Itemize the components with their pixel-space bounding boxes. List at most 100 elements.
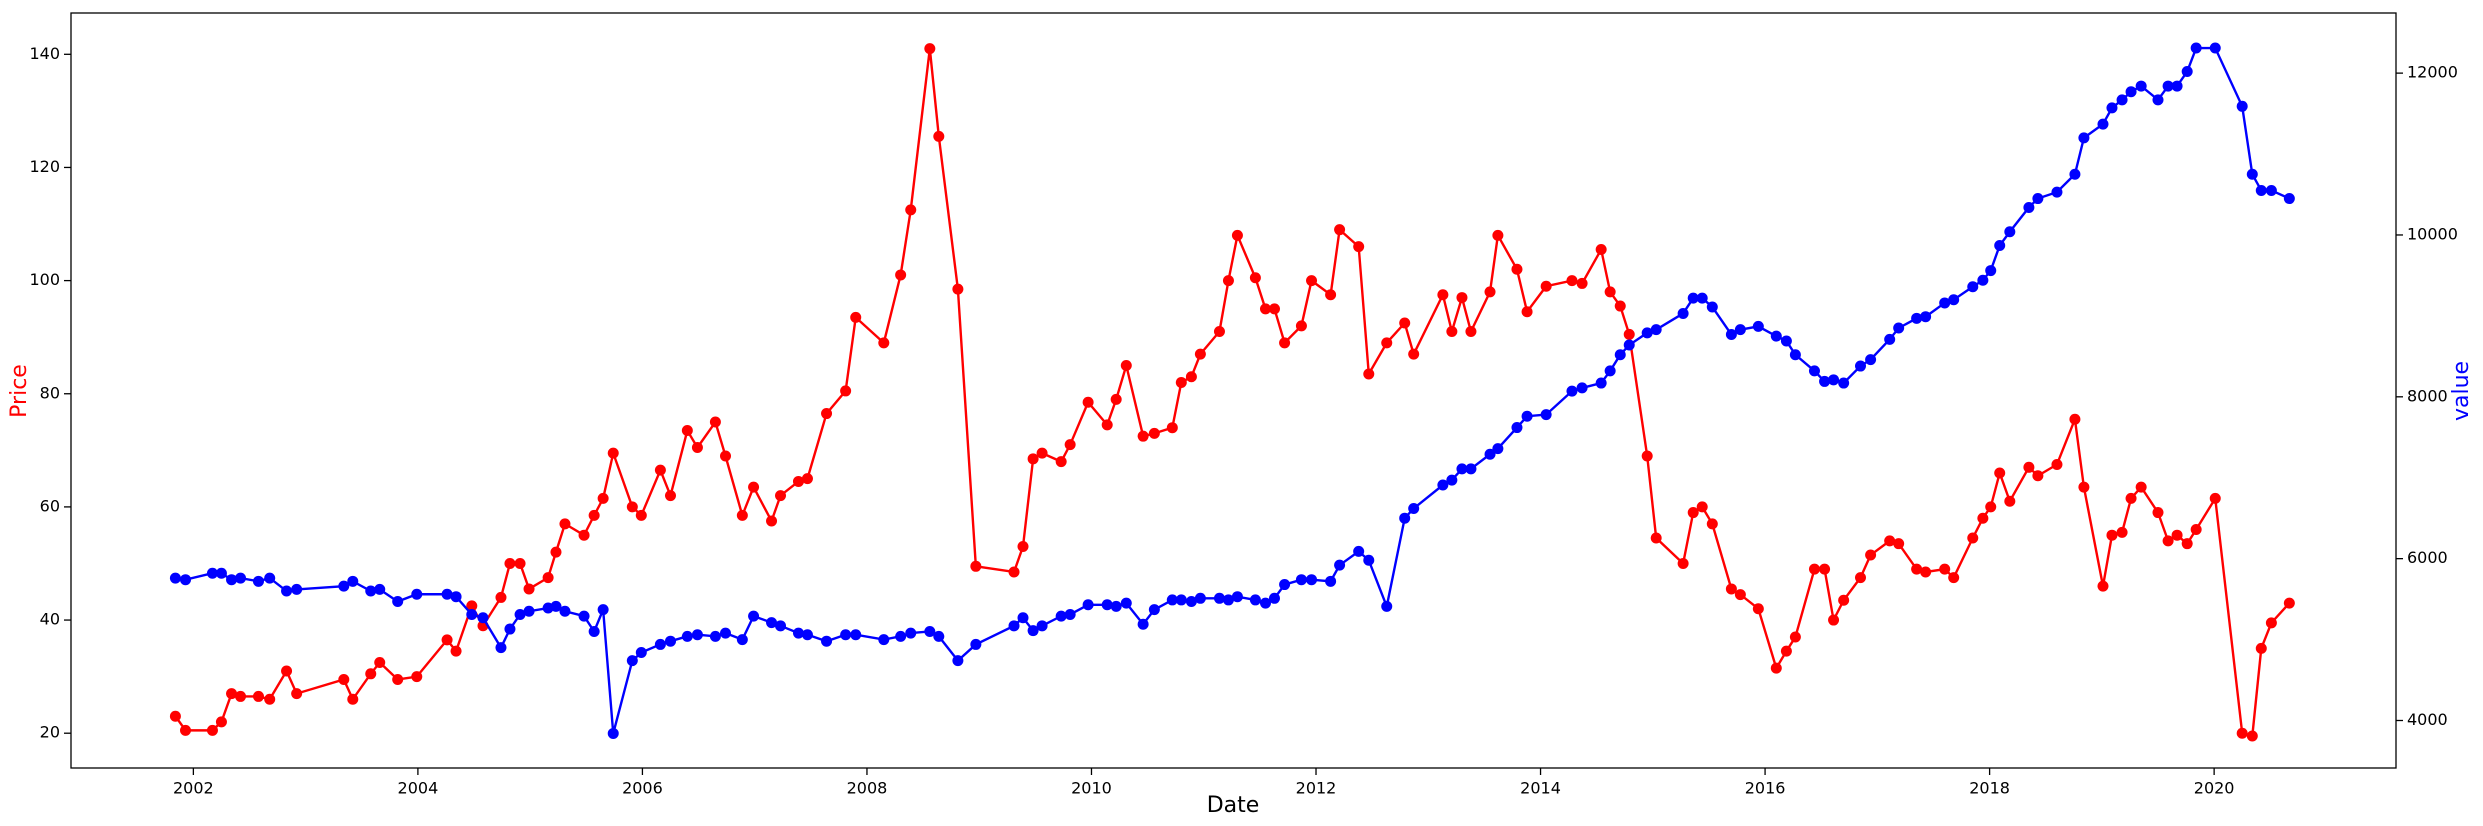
data-point: [691, 629, 703, 641]
data-point: [597, 492, 609, 504]
data-point: [840, 385, 852, 397]
data-point: [709, 416, 721, 428]
data-point: [792, 475, 804, 487]
data-point: [1222, 275, 1234, 287]
data-point: [1985, 501, 1997, 513]
data-point: [766, 617, 778, 629]
data-point: [2004, 226, 2016, 238]
data-point: [1828, 614, 1840, 626]
data-point: [578, 610, 590, 622]
data-point: [2135, 481, 2147, 493]
data-point: [1677, 557, 1689, 569]
data-point: [441, 634, 453, 646]
data-point: [169, 710, 181, 722]
data-point: [1399, 512, 1411, 524]
data-point: [1148, 427, 1160, 439]
data-point: [1780, 335, 1792, 347]
data-point: [1279, 337, 1291, 349]
data-point: [2106, 102, 2118, 114]
data-point: [2116, 94, 2128, 106]
data-point: [2097, 580, 2109, 592]
data-point: [1770, 330, 1782, 342]
data-point: [691, 441, 703, 453]
data-point: [1752, 320, 1764, 332]
data-point: [607, 727, 619, 739]
data-point: [850, 629, 862, 641]
data-point: [523, 583, 535, 595]
data-point: [291, 688, 303, 700]
data-point: [626, 655, 638, 667]
data-point: [2051, 458, 2063, 470]
data-point: [1492, 229, 1504, 241]
data-point: [1222, 594, 1234, 606]
data-point: [1893, 322, 1905, 334]
data-point: [1677, 307, 1689, 319]
data-point: [1920, 566, 1932, 578]
data-point: [1521, 410, 1533, 422]
data-point: [1752, 603, 1764, 615]
data-point: [2190, 42, 2202, 54]
data-point: [1985, 265, 1997, 277]
y-tick-label: 20: [40, 723, 60, 742]
y-tick-label: 140: [29, 44, 60, 63]
data-point: [2069, 168, 2081, 180]
y2-tick-label: 12000: [2407, 63, 2458, 82]
data-point: [681, 425, 693, 437]
data-point: [1306, 275, 1318, 287]
data-point: [2162, 535, 2174, 547]
data-point: [2023, 461, 2035, 473]
data-point: [1865, 354, 1877, 366]
y2-tick-label: 8000: [2407, 386, 2448, 405]
data-point: [1808, 563, 1820, 575]
data-point: [1819, 375, 1831, 387]
data-point: [1725, 329, 1737, 341]
data-point: [1213, 326, 1225, 338]
data-point: [635, 647, 647, 659]
data-point: [1696, 292, 1708, 304]
data-point: [1854, 572, 1866, 584]
data-point: [1614, 300, 1626, 312]
data-point: [1521, 306, 1533, 318]
data-point: [1819, 563, 1831, 575]
data-point: [736, 634, 748, 646]
data-point: [1381, 337, 1393, 349]
data-point: [626, 501, 638, 513]
data-point: [1540, 280, 1552, 292]
data-point: [588, 509, 600, 521]
data-point: [1595, 377, 1607, 389]
data-point: [392, 673, 404, 685]
data-point: [748, 481, 760, 493]
data-point: [952, 655, 964, 667]
data-point: [1576, 277, 1588, 289]
data-point: [878, 634, 890, 646]
data-point: [635, 509, 647, 521]
data-point: [550, 600, 562, 612]
data-point: [1595, 243, 1607, 255]
data-point: [1408, 348, 1420, 360]
data-point: [1641, 327, 1653, 339]
data-point: [504, 623, 516, 635]
data-point: [206, 567, 218, 579]
data-point: [215, 716, 227, 728]
data-point: [1511, 263, 1523, 275]
data-point: [1484, 448, 1496, 460]
data-point: [1259, 597, 1271, 609]
data-point: [878, 337, 890, 349]
data-point: [2097, 118, 2109, 130]
data-point: [2125, 86, 2137, 98]
data-point: [2078, 481, 2090, 493]
x-tick-label: 2004: [398, 779, 439, 798]
x-tick-label: 2002: [173, 779, 214, 798]
data-point: [365, 668, 377, 680]
data-point: [1110, 393, 1122, 405]
data-point: [1893, 538, 1905, 550]
data-point: [2171, 529, 2183, 541]
data-point: [933, 130, 945, 142]
data-point: [840, 629, 852, 641]
data-point: [1295, 574, 1307, 586]
data-point: [550, 546, 562, 558]
data-point: [1437, 289, 1449, 301]
data-point: [607, 447, 619, 459]
data-point: [2171, 80, 2183, 92]
data-point: [1706, 518, 1718, 530]
